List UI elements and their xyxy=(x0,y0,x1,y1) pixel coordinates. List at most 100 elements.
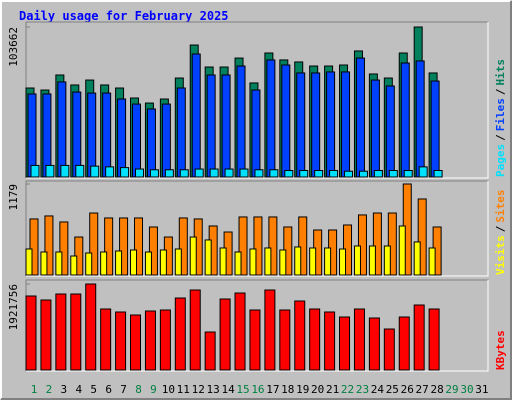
bar xyxy=(398,225,406,276)
x-tick-label: 2 xyxy=(46,383,53,396)
x-tick-label: 16 xyxy=(251,383,264,396)
y-tick-label: 103662 xyxy=(7,27,20,67)
bar xyxy=(57,81,67,178)
bar xyxy=(60,164,70,178)
x-tick-label: 30 xyxy=(460,383,473,396)
x-tick-label: 13 xyxy=(207,383,220,396)
x-tick-label: 8 xyxy=(135,383,142,396)
bar xyxy=(385,85,395,178)
bar xyxy=(189,236,197,276)
x-tick-label: 28 xyxy=(430,383,443,396)
bar xyxy=(194,168,204,178)
bar xyxy=(135,168,145,178)
bar xyxy=(281,64,291,178)
bar xyxy=(148,226,158,276)
x-tick-label: 11 xyxy=(177,383,190,396)
bar xyxy=(298,216,308,276)
bar xyxy=(209,168,219,178)
bar xyxy=(85,252,93,276)
bar xyxy=(105,166,115,178)
y-tick-label: 1179 xyxy=(7,184,20,211)
bar xyxy=(383,245,391,276)
bar xyxy=(219,298,231,371)
bar xyxy=(42,93,52,178)
bar xyxy=(72,91,82,178)
bar xyxy=(104,217,114,276)
bar xyxy=(417,198,427,276)
bar xyxy=(383,328,395,371)
bar xyxy=(174,248,182,276)
bar xyxy=(206,74,216,178)
bar xyxy=(355,57,365,178)
x-tick-label: 1 xyxy=(31,383,38,396)
legend-entry: KBytes xyxy=(494,330,507,370)
bar xyxy=(45,164,55,178)
x-tick-label: 3 xyxy=(61,383,68,396)
x-tick-label: 17 xyxy=(266,383,279,396)
panel-bevel xyxy=(26,280,489,372)
bar xyxy=(25,295,37,371)
legend: Visits / Sites xyxy=(494,190,507,276)
bar xyxy=(134,217,144,276)
legend-entry: Files xyxy=(494,98,507,131)
bar xyxy=(40,299,52,371)
bar xyxy=(372,212,382,276)
x-tick-label: 22 xyxy=(341,383,354,396)
bar xyxy=(324,247,332,276)
bar xyxy=(400,62,410,178)
bar xyxy=(294,246,302,276)
bar xyxy=(100,308,112,371)
legend-entry: Hits xyxy=(494,59,507,86)
x-tick-label: 4 xyxy=(75,383,82,396)
bar xyxy=(89,212,99,276)
bar xyxy=(119,217,129,276)
bar xyxy=(174,297,186,371)
bar xyxy=(249,248,257,276)
bar xyxy=(353,308,365,371)
bar xyxy=(100,251,108,276)
bar xyxy=(344,170,354,178)
bar xyxy=(358,170,368,178)
x-tick-label: 29 xyxy=(445,383,458,396)
x-tick-label: 31 xyxy=(475,383,488,396)
bar xyxy=(373,169,383,178)
bar xyxy=(234,292,246,371)
bar xyxy=(341,71,351,178)
panel-bevel xyxy=(26,181,489,277)
bar xyxy=(146,108,156,178)
bar xyxy=(239,168,249,178)
bar xyxy=(264,289,276,371)
bar xyxy=(269,169,279,178)
bar xyxy=(296,72,306,178)
bar xyxy=(224,168,234,178)
y-tick-label: 1921756 xyxy=(7,284,20,330)
bar xyxy=(115,250,123,276)
bar xyxy=(75,164,85,178)
bar xyxy=(299,169,309,178)
x-tick-label: 26 xyxy=(401,383,414,396)
bar xyxy=(115,311,127,371)
bar xyxy=(413,241,421,276)
bar xyxy=(415,60,425,178)
bar xyxy=(314,169,324,178)
x-tick-label: 23 xyxy=(356,383,369,396)
bar xyxy=(102,92,112,178)
bar xyxy=(428,308,440,371)
bar xyxy=(309,247,317,276)
legend-entry: Pages xyxy=(494,144,507,177)
bar xyxy=(238,216,248,276)
bar xyxy=(279,309,291,371)
bar xyxy=(357,214,367,276)
bar xyxy=(55,293,67,371)
legend-entry: Visits xyxy=(494,235,507,275)
x-tick-label: 20 xyxy=(311,383,324,396)
bar xyxy=(368,317,380,371)
bar xyxy=(249,309,261,371)
bar xyxy=(90,165,100,178)
chart-title: Daily usage for February 2025 xyxy=(19,9,229,23)
bar xyxy=(324,311,336,371)
panel-bevel xyxy=(26,22,489,179)
